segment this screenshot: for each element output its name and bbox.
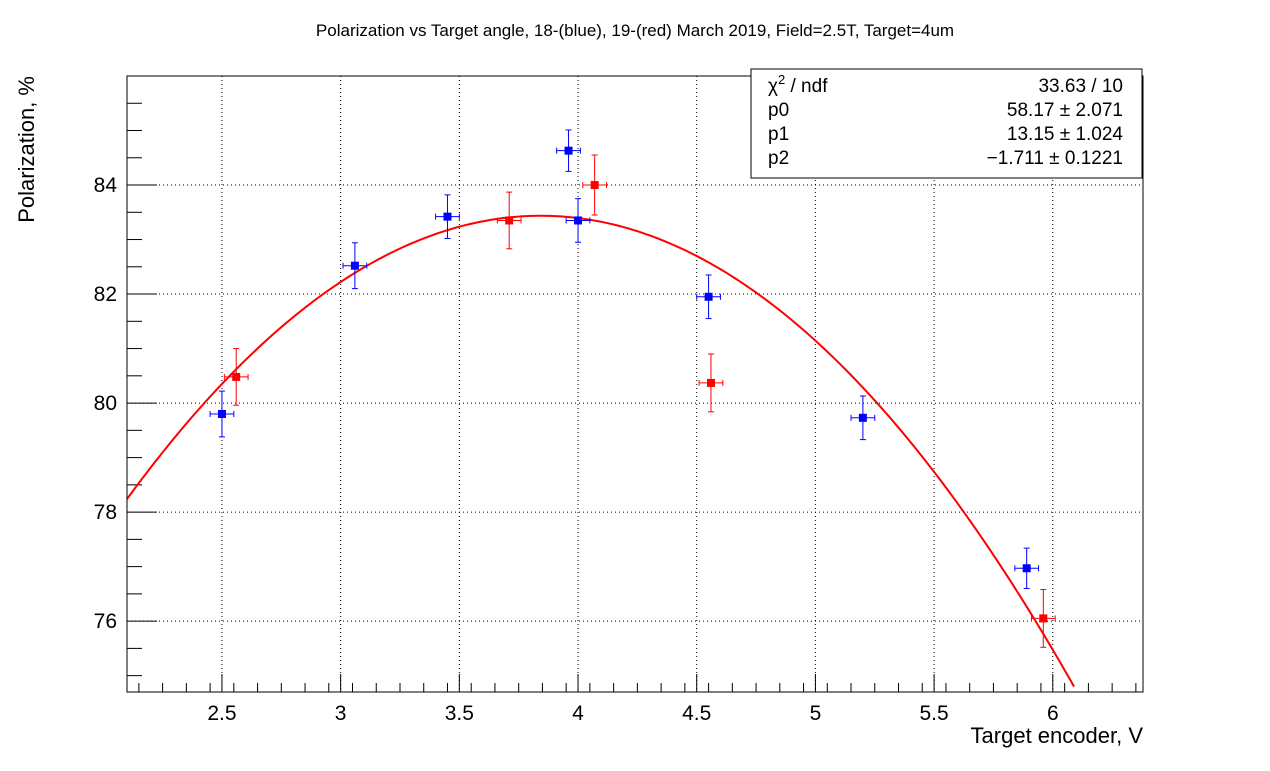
chi-symbol: χ bbox=[768, 76, 778, 97]
data-point bbox=[582, 154, 608, 216]
data-point bbox=[342, 242, 368, 290]
x-tick-label: 5 bbox=[810, 702, 822, 725]
x-tick-label: 5.5 bbox=[920, 702, 949, 725]
y-axis-label: Polarization, % bbox=[14, 76, 39, 223]
x-tick-label: 3 bbox=[335, 702, 347, 725]
data-point bbox=[496, 191, 522, 250]
data-marker bbox=[590, 181, 599, 190]
x-tick-label: 6 bbox=[1047, 702, 1059, 725]
data-marker bbox=[564, 146, 573, 155]
y-tick-label: 82 bbox=[94, 283, 117, 306]
x-tick-label: 3.5 bbox=[445, 702, 474, 725]
stat-param-name: p0 bbox=[768, 100, 789, 121]
stats-box-frame bbox=[750, 68, 1143, 179]
data-point bbox=[556, 129, 581, 172]
fit-layer bbox=[126, 214, 1075, 688]
data-point bbox=[223, 348, 249, 406]
y-tick-label: 84 bbox=[94, 174, 118, 197]
data-marker bbox=[217, 409, 226, 418]
data-marker bbox=[505, 216, 514, 225]
stats-rows: p0 58.17 ± 2.071 p1 13.15 ± 1.024 p2 −1.711 ±… bbox=[768, 100, 1123, 169]
data-point bbox=[435, 194, 460, 239]
data-marker bbox=[706, 378, 715, 387]
y-tick-label: 80 bbox=[94, 392, 117, 415]
chi2-ndf-label: χ2 / ndf bbox=[768, 72, 828, 97]
x-tick-label: 4 bbox=[572, 702, 584, 725]
stat-param-value: 58.17 ± 2.071 bbox=[1007, 100, 1123, 121]
x-tick-label: 4.5 bbox=[682, 702, 711, 725]
data-point bbox=[698, 353, 724, 413]
data-point bbox=[850, 395, 876, 441]
data-marker bbox=[704, 292, 713, 301]
chi2-ndf-value: 33.63 / 10 bbox=[1038, 76, 1123, 97]
data-marker bbox=[443, 212, 452, 221]
ndf-label: / ndf bbox=[785, 76, 828, 97]
x-axis-label: Target encoder, V bbox=[971, 723, 1144, 748]
data-point bbox=[209, 390, 235, 438]
axis-ticks bbox=[127, 102, 1137, 692]
y-tick-label: 78 bbox=[94, 501, 117, 524]
fit-stats-box: χ2 / ndf 33.63 / 10 p0 58.17 ± 2.071 p1 13.… bbox=[750, 68, 1143, 179]
x-tick-label: 2.5 bbox=[207, 702, 236, 725]
data-marker bbox=[574, 216, 583, 225]
stat-param-name: p1 bbox=[768, 124, 789, 145]
data-marker bbox=[858, 413, 867, 422]
data-marker bbox=[232, 372, 241, 381]
y-tick-label: 76 bbox=[94, 610, 117, 633]
fit-curve bbox=[126, 214, 1075, 688]
plot-area bbox=[127, 76, 1143, 692]
data-point bbox=[565, 198, 591, 243]
tick-labels: 2.5 3 3.5 4 4.5 5 5.5 6 76 78 80 82 84 bbox=[94, 174, 1059, 725]
data-marker bbox=[1022, 564, 1031, 573]
stat-param-name: p2 bbox=[768, 148, 789, 169]
data-point bbox=[1030, 589, 1056, 648]
chart-title: Polarization vs Target angle, 18-(blue),… bbox=[316, 21, 954, 40]
stat-param-value: 13.15 ± 1.024 bbox=[1007, 124, 1124, 145]
stat-param-value: −1.711 ± 0.1221 bbox=[987, 148, 1123, 169]
points-layer bbox=[209, 129, 1056, 648]
data-marker bbox=[1039, 614, 1048, 623]
data-marker bbox=[350, 261, 359, 270]
data-point bbox=[1014, 547, 1040, 589]
chi-superscript: 2 bbox=[778, 72, 785, 87]
data-point bbox=[696, 274, 721, 320]
plot-frame bbox=[126, 75, 1144, 693]
